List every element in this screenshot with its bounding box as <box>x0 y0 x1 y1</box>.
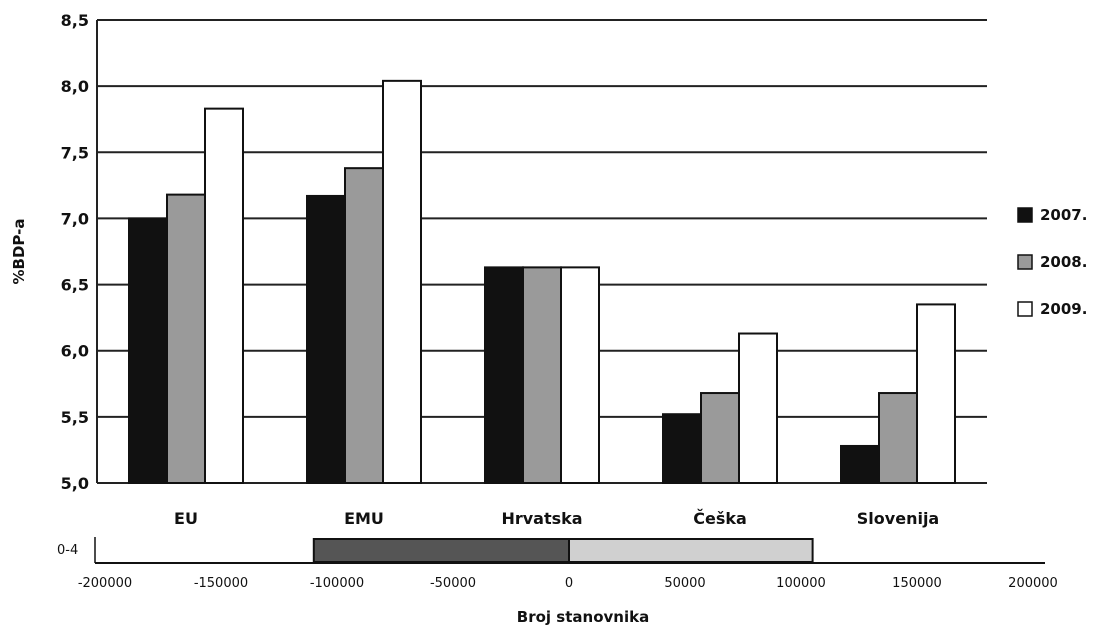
pyramid-x-tick-label: -100000 <box>310 576 364 591</box>
bar <box>344 167 384 484</box>
x-category-label: Hrvatska <box>501 509 582 528</box>
x-category-label: EU <box>174 509 198 528</box>
y-tick-label: 8,0 <box>61 77 89 96</box>
pyramid-x-tick-label: -150000 <box>194 576 248 591</box>
pyramid-chart: -200000 -150000 -100000 -50000 0 50000 100000 1… <box>78 537 1058 591</box>
y-tick-label: 5,5 <box>61 408 89 427</box>
y-tick-label: 7,0 <box>61 209 89 228</box>
bar <box>382 79 422 484</box>
bar <box>522 266 562 485</box>
x-category-label: Slovenija <box>857 509 939 528</box>
bar <box>306 194 346 484</box>
bar <box>128 217 168 485</box>
y-axis-label: %BDP-a <box>10 219 28 285</box>
bar <box>878 392 918 484</box>
legend-swatch <box>1017 207 1033 223</box>
main-category-labels: EU EMU Hrvatska Češka Slovenija <box>174 509 939 528</box>
y-tick-label: 6,5 <box>61 276 89 295</box>
pyramid-bar <box>312 538 570 563</box>
bar <box>560 266 600 485</box>
bar <box>700 392 740 484</box>
pyramid-bar <box>568 538 814 563</box>
y-tick-label: 8,5 <box>61 11 89 30</box>
pyramid-category-label: 0-4 <box>57 543 78 558</box>
pyramid-x-tick-label: 200000 <box>1008 576 1058 591</box>
y-tick-label: 7,5 <box>61 143 89 162</box>
main-y-ticks: 5,0 5,5 6,0 6,5 7,0 7,5 8,0 8,5 <box>61 11 89 493</box>
legend-label: 2009. <box>1040 300 1087 318</box>
legend-swatch <box>1017 301 1033 317</box>
x-category-label: Češka <box>693 509 747 528</box>
pyramid-x-tick-label: -50000 <box>430 576 476 591</box>
bar <box>484 266 524 485</box>
bar <box>840 444 880 484</box>
y-tick-label: 5,0 <box>61 474 89 493</box>
pyramid-x-tick-label: 0 <box>565 576 573 591</box>
bar <box>916 303 956 484</box>
main-bars <box>128 79 956 485</box>
pyramid-x-tick-label: 150000 <box>892 576 942 591</box>
bar <box>166 193 206 484</box>
pyramid-x-axis-label: Broj stanovnika <box>517 608 649 626</box>
pyramid-x-tick-label: -200000 <box>78 576 132 591</box>
pyramid-x-tick-label: 100000 <box>776 576 826 591</box>
x-category-label: EMU <box>344 509 384 528</box>
legend-swatch <box>1017 254 1033 270</box>
legend-label: 2007. <box>1040 206 1087 224</box>
bar <box>662 413 702 484</box>
bar <box>738 332 778 485</box>
y-tick-label: 6,0 <box>61 342 89 361</box>
pyramid-x-tick-label: 50000 <box>664 576 705 591</box>
bar <box>204 107 244 484</box>
legend-label: 2008. <box>1040 253 1087 271</box>
legend: 2007. 2008. 2009. <box>1017 206 1087 318</box>
